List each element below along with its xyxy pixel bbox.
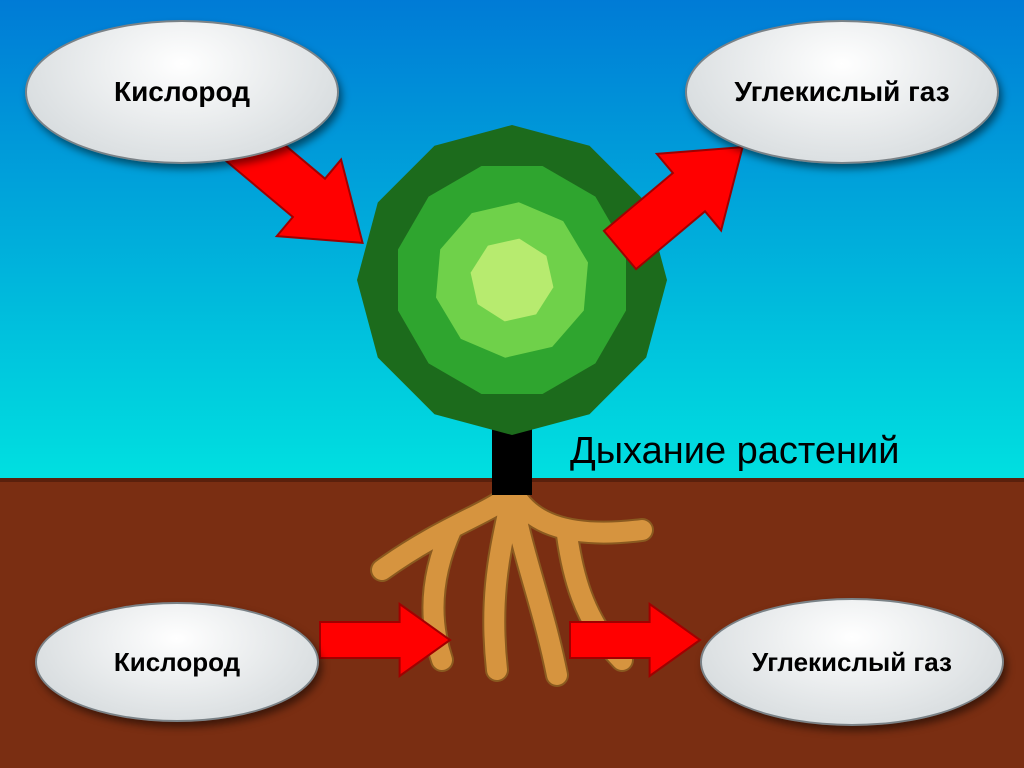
bubble-tl: Кислород xyxy=(25,20,339,164)
diagram-stage: Кислород Углекислый газ Кислород Углекислый… xyxy=(0,0,1024,768)
bubble-br: Углекислый газ xyxy=(700,598,1004,726)
bubble-tr: Углекислый газ xyxy=(685,20,999,164)
bubble-bl: Кислород xyxy=(35,602,319,722)
diagram-title: Дыхание растений xyxy=(570,430,899,473)
bubble-bl-label: Кислород xyxy=(114,648,240,677)
bubble-br-label: Углекислый газ xyxy=(752,648,952,677)
bubble-tr-label: Углекислый газ xyxy=(734,77,949,108)
bubble-tl-label: Кислород xyxy=(114,77,250,108)
